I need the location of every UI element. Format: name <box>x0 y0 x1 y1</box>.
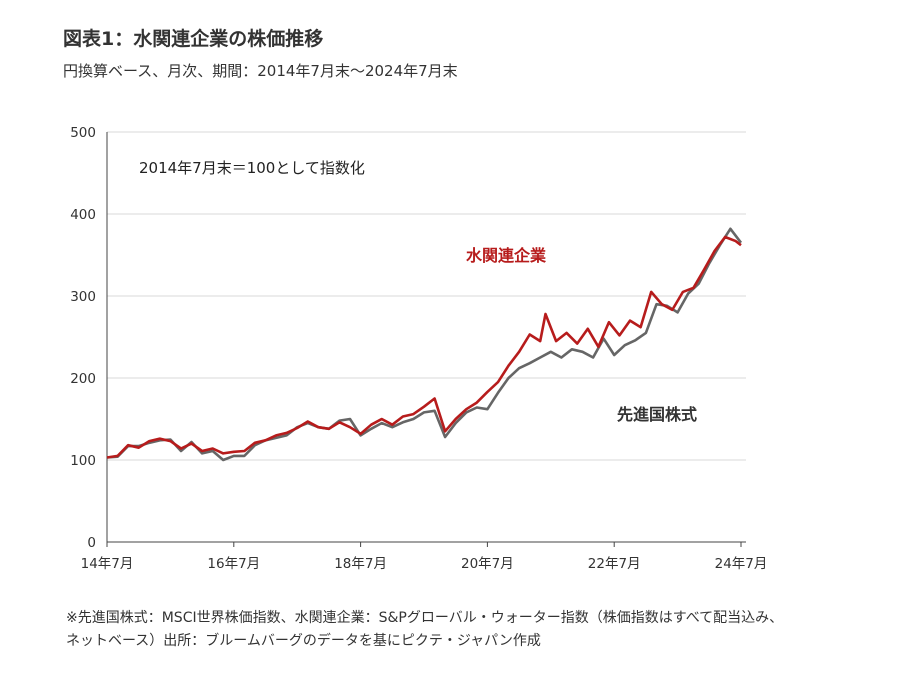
footnote: ※先進国株式：MSCI世界株価指数、水関連企業：S&Pグローバル・ウォーター指数… <box>66 607 876 653</box>
footnote-line-2: ネットベース）出所：ブルームバーグのデータを基にピクテ・ジャパン作成 <box>66 633 541 649</box>
y-tick-label-500: 500 <box>70 125 96 141</box>
x-tick-label-0: 14年7月 <box>81 556 134 572</box>
y-tick-label-400: 400 <box>70 207 96 223</box>
x-tick-label-4: 22年7月 <box>588 556 641 572</box>
series-label-0: 水関連企業 <box>466 246 547 265</box>
y-tick-label-0: 0 <box>87 535 96 551</box>
y-tick-label-300: 300 <box>70 289 96 305</box>
footnote-line-1: ※先進国株式：MSCI世界株価指数、水関連企業：S&Pグローバル・ウォーター指数… <box>66 610 784 626</box>
x-tick-label-2: 18年7月 <box>334 556 387 572</box>
x-tick-label-1: 16年7月 <box>207 556 260 572</box>
series-line-1 <box>106 227 743 462</box>
line-chart: 0 100 200 300 400 500 14年7月 16年7月 18年7月 20年7月 22年7… <box>70 125 768 572</box>
series-label-1: 先進国株式 <box>617 405 697 424</box>
y-tick-label-200: 200 <box>70 371 96 387</box>
chart-subtitle: 円換算ベース、月次、期間：2014年7月末～2024年7月末 <box>63 62 458 80</box>
index-annotation: 2014年7月末＝100として指数化 <box>139 159 365 177</box>
x-tick-label-5: 24年7月 <box>715 556 768 572</box>
chart-title: 図表1：水関連企業の株価推移 <box>63 28 324 50</box>
x-tick-label-3: 20年7月 <box>461 556 514 572</box>
series-line-0 <box>106 235 742 459</box>
y-tick-label-100: 100 <box>70 453 96 469</box>
